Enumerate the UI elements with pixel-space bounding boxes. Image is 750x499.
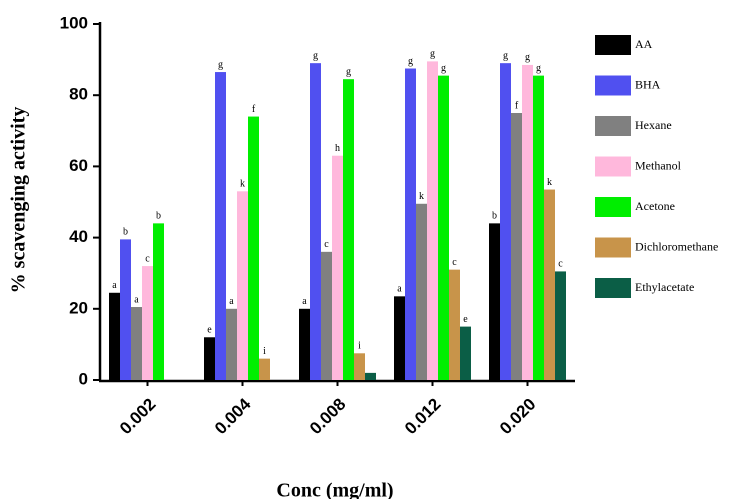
- bar: [438, 75, 449, 381]
- significance-letter: c: [558, 259, 563, 270]
- bar: [511, 113, 522, 380]
- significance-letter: b: [156, 211, 161, 222]
- significance-letter: g: [218, 59, 223, 70]
- bar: [555, 271, 566, 380]
- bar: [131, 307, 142, 380]
- bar: [299, 308, 310, 380]
- bar: [522, 64, 533, 380]
- significance-letter: k: [419, 191, 424, 202]
- legend-label: Ethylacetate: [635, 280, 694, 294]
- bar: [120, 239, 131, 380]
- legend-swatch: [595, 75, 631, 96]
- significance-letter: f: [515, 100, 519, 111]
- y-tick-label: 0: [79, 369, 88, 388]
- y-tick-label: 20: [69, 298, 88, 317]
- bar: [394, 296, 405, 380]
- x-tick-label: 0.008: [306, 395, 350, 439]
- significance-letter: g: [408, 56, 413, 67]
- x-axis-label: Conc (mg/ml): [276, 480, 393, 499]
- x-tick-label: 0.002: [116, 395, 160, 439]
- significance-letter: h: [335, 143, 340, 154]
- significance-letter: g: [430, 49, 435, 60]
- significance-letter: e: [207, 325, 212, 336]
- bar: [153, 223, 164, 380]
- legend-swatch: [595, 197, 631, 217]
- significance-letter: g: [313, 50, 318, 61]
- y-tick-label: 80: [69, 85, 88, 104]
- bar: [310, 63, 321, 380]
- significance-letter: a: [302, 296, 307, 307]
- significance-letter: a: [112, 280, 117, 291]
- bar: [405, 68, 416, 380]
- bar: [354, 353, 365, 380]
- significance-letter: c: [324, 239, 329, 250]
- bar: [343, 79, 354, 381]
- y-tick-label: 60: [69, 156, 88, 175]
- legend-label: BHA: [635, 77, 661, 91]
- bar: [427, 61, 438, 380]
- significance-letter: e: [463, 314, 468, 325]
- bar: [248, 116, 259, 380]
- bar: [500, 63, 511, 380]
- significance-letter: g: [346, 66, 351, 77]
- significance-letter: a: [229, 296, 234, 307]
- bar: [460, 326, 471, 380]
- legend-swatch: [595, 278, 631, 298]
- y-tick-label: 100: [60, 13, 88, 32]
- x-tick-label: 0.004: [211, 394, 255, 438]
- legend-swatch: [595, 35, 631, 55]
- x-tick-label: 0.012: [401, 395, 445, 439]
- significance-letter: g: [441, 63, 446, 74]
- significance-letter: g: [503, 50, 508, 61]
- bar: [533, 75, 544, 381]
- bar: [416, 203, 427, 380]
- bar: [237, 191, 248, 380]
- bar: [109, 292, 120, 380]
- bar: [142, 266, 153, 380]
- significance-letter: c: [452, 257, 457, 268]
- x-tick-label: 0.020: [496, 395, 540, 439]
- significance-letter: i: [263, 346, 266, 357]
- significance-letter: b: [123, 227, 128, 238]
- bar: [365, 372, 376, 380]
- significance-letter: i: [358, 341, 361, 352]
- legend-label: Acetone: [635, 199, 675, 213]
- significance-letter: a: [134, 294, 139, 305]
- legend-label: Hexane: [635, 118, 672, 132]
- y-tick-label: 40: [69, 227, 88, 246]
- significance-letter: c: [145, 253, 150, 264]
- bar: [215, 72, 226, 380]
- bar: [204, 337, 215, 380]
- legend-label: Methanol: [635, 158, 682, 172]
- bar: [259, 358, 270, 380]
- y-axis-label: % scavenging activity: [8, 107, 30, 294]
- bar: [226, 308, 237, 380]
- significance-letter: b: [492, 211, 497, 222]
- legend-swatch: [595, 156, 631, 177]
- significance-letter: a: [397, 284, 402, 295]
- significance-letter: f: [252, 104, 256, 115]
- legend-label: Dichloromethane: [635, 239, 718, 253]
- significance-letter: k: [547, 177, 552, 188]
- bar: [449, 269, 460, 380]
- bar: [321, 251, 332, 380]
- legend-label: AA: [635, 37, 653, 51]
- significance-letter: g: [536, 63, 541, 74]
- significance-letter: k: [240, 179, 245, 190]
- legend-swatch: [595, 116, 631, 136]
- bar: [544, 189, 555, 380]
- bar: [489, 223, 500, 380]
- significance-letter: g: [525, 52, 530, 63]
- legend-swatch: [595, 237, 631, 258]
- bar: [332, 155, 343, 380]
